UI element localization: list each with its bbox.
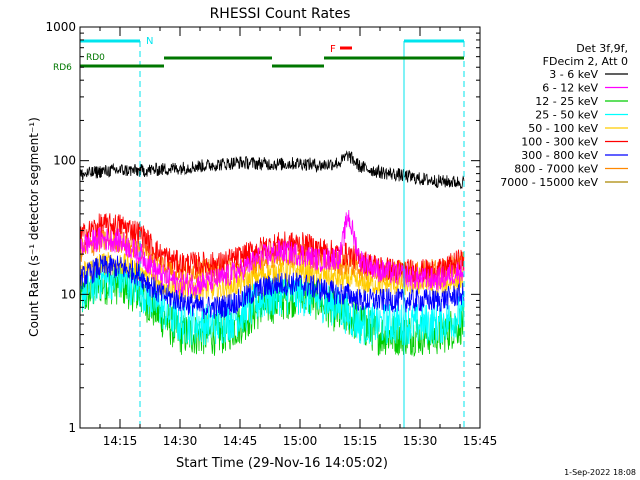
y-axis-label: Count Rate (s⁻¹ detector segment⁻¹) (27, 117, 41, 337)
legend-entry-label: 50 - 100 keV (528, 122, 598, 135)
legend-entry-label: 6 - 12 keV (542, 82, 598, 95)
legend-entry-label: 7000 - 15000 keV (500, 176, 598, 189)
y-tick-label: 10 (61, 287, 76, 301)
x-tick-label: 15:45 (463, 434, 498, 448)
x-tick-label: 15:00 (283, 434, 318, 448)
legend-entry-label: 25 - 50 keV (535, 109, 598, 122)
x-tick-label: 14:45 (223, 434, 258, 448)
plot-area: N RD0 F (79, 36, 465, 428)
y-axis: RD6 1 10 100 1000 (45, 20, 480, 435)
night-label: N (146, 36, 153, 47)
x-axis: 14:15 14:30 14:45 15:00 15:15 15:30 15:45 (79, 27, 498, 448)
y-tick-label: 1 (68, 421, 76, 435)
legend-header-line: Det 3f,9f, (576, 42, 628, 55)
x-tick-label: 14:30 (163, 434, 198, 448)
footer-date: 1-Sep-2022 18:08 (564, 468, 636, 477)
series-line-3-6-kev (79, 150, 465, 190)
series-line-300-800-kev (79, 254, 465, 320)
chart-title: RHESSI Count Rates (210, 6, 351, 22)
legend-entry-label: 100 - 300 keV (521, 136, 598, 149)
legend-entry-label: 800 - 7000 keV (514, 163, 598, 176)
series-line-25-50-kev (79, 258, 465, 346)
y-tick-label: 1000 (45, 20, 76, 34)
decimation-label: RD0 (86, 53, 105, 63)
legend-entry-label: 300 - 800 keV (521, 149, 598, 162)
legend-entry-label: 3 - 6 keV (549, 68, 598, 81)
x-tick-label: 15:30 (403, 434, 438, 448)
attenuator-label: RD6 (53, 63, 72, 73)
x-tick-label: 14:15 (103, 434, 138, 448)
x-axis-label: Start Time (29-Nov-16 14:05:02) (176, 456, 388, 471)
legend-header-line: FDecim 2, Att 0 (543, 55, 628, 68)
flare-label: F (330, 44, 336, 55)
legend-entry-label: 12 - 25 keV (535, 95, 598, 108)
x-tick-label: 15:15 (343, 434, 378, 448)
series-line-6-12-kev (79, 209, 465, 296)
y-tick-label: 100 (53, 154, 76, 168)
